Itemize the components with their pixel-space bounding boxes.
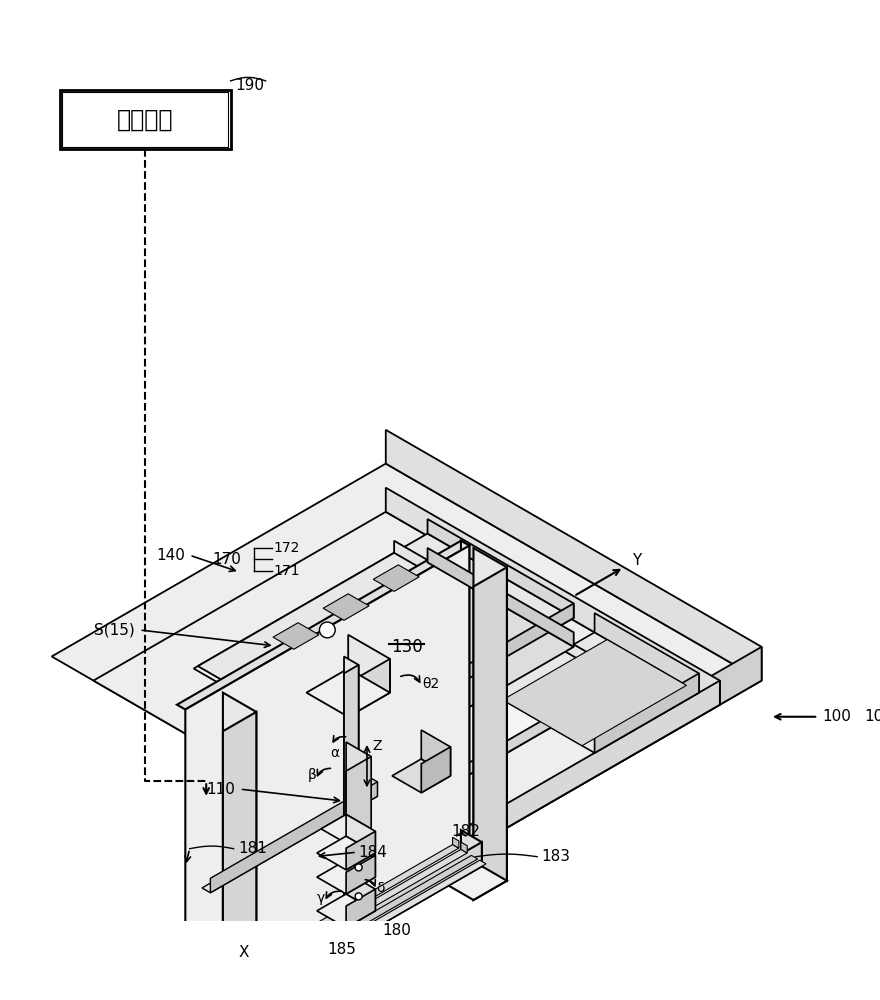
Polygon shape — [229, 860, 486, 1000]
Text: 182: 182 — [451, 824, 480, 839]
Text: δ: δ — [376, 881, 385, 895]
Polygon shape — [346, 831, 376, 870]
Polygon shape — [321, 814, 371, 843]
Polygon shape — [198, 842, 482, 1000]
Polygon shape — [385, 488, 720, 705]
Polygon shape — [369, 777, 378, 796]
Polygon shape — [428, 519, 574, 618]
Polygon shape — [394, 541, 624, 685]
Polygon shape — [348, 659, 390, 717]
Polygon shape — [346, 757, 371, 843]
Text: 184: 184 — [359, 845, 387, 860]
Polygon shape — [452, 837, 458, 848]
Text: θ2: θ2 — [422, 677, 439, 691]
Polygon shape — [198, 562, 574, 779]
Polygon shape — [348, 635, 390, 693]
Polygon shape — [317, 860, 376, 894]
Text: X: X — [238, 945, 249, 960]
Text: 110: 110 — [206, 782, 235, 797]
Polygon shape — [440, 861, 507, 900]
Polygon shape — [422, 730, 451, 776]
Polygon shape — [473, 548, 507, 881]
Polygon shape — [461, 830, 482, 866]
Polygon shape — [323, 594, 369, 620]
Polygon shape — [304, 928, 373, 968]
Text: 170: 170 — [212, 552, 241, 567]
Circle shape — [319, 622, 335, 638]
Polygon shape — [194, 553, 624, 801]
Polygon shape — [428, 647, 761, 873]
Polygon shape — [346, 839, 376, 877]
Polygon shape — [346, 855, 376, 894]
Polygon shape — [428, 548, 574, 647]
Text: 140: 140 — [157, 548, 185, 563]
Text: Z: Z — [373, 739, 382, 753]
Text: α: α — [331, 746, 340, 760]
Polygon shape — [221, 855, 478, 1000]
Polygon shape — [502, 640, 686, 746]
Polygon shape — [385, 430, 761, 681]
Polygon shape — [93, 512, 720, 873]
Polygon shape — [177, 854, 482, 1000]
Text: γ: γ — [317, 891, 325, 905]
Text: 130: 130 — [391, 638, 422, 656]
Polygon shape — [317, 836, 376, 870]
Polygon shape — [346, 814, 376, 853]
Polygon shape — [422, 747, 451, 793]
Text: β: β — [308, 768, 317, 782]
Polygon shape — [373, 565, 419, 591]
Text: 190: 190 — [235, 78, 264, 93]
Polygon shape — [344, 603, 574, 751]
Polygon shape — [223, 693, 256, 1000]
Bar — [62, 92, 228, 147]
Polygon shape — [210, 782, 378, 893]
Polygon shape — [317, 894, 376, 928]
Polygon shape — [346, 742, 371, 829]
Text: 100: 100 — [823, 709, 852, 724]
Polygon shape — [202, 791, 378, 893]
Polygon shape — [202, 845, 458, 993]
Polygon shape — [423, 673, 624, 801]
Polygon shape — [490, 632, 699, 753]
Polygon shape — [329, 927, 359, 943]
Polygon shape — [223, 712, 256, 1000]
Polygon shape — [461, 541, 469, 859]
Text: 183: 183 — [541, 849, 570, 864]
Polygon shape — [473, 567, 507, 900]
Polygon shape — [52, 464, 761, 873]
Polygon shape — [306, 669, 390, 717]
Text: 181: 181 — [238, 841, 267, 856]
Circle shape — [482, 716, 498, 732]
Polygon shape — [595, 673, 699, 753]
Text: 100: 100 — [865, 709, 880, 724]
Polygon shape — [210, 849, 467, 998]
Polygon shape — [344, 656, 359, 935]
Text: 控制裝置: 控制裝置 — [117, 107, 173, 131]
Polygon shape — [177, 854, 469, 1000]
Text: 180: 180 — [382, 923, 411, 938]
Polygon shape — [595, 613, 699, 693]
Text: S(15): S(15) — [94, 622, 135, 637]
Polygon shape — [346, 872, 376, 911]
Polygon shape — [346, 889, 376, 928]
Text: Y: Y — [633, 553, 642, 568]
Polygon shape — [392, 759, 451, 793]
Polygon shape — [428, 681, 720, 873]
Text: 172: 172 — [274, 541, 300, 555]
Text: 171: 171 — [274, 564, 300, 578]
Polygon shape — [338, 908, 373, 948]
Polygon shape — [344, 665, 359, 943]
Circle shape — [356, 893, 363, 900]
Polygon shape — [198, 534, 574, 751]
Bar — [60, 90, 231, 149]
Polygon shape — [461, 842, 467, 853]
Polygon shape — [186, 546, 469, 1000]
Text: 185: 185 — [327, 942, 356, 957]
Polygon shape — [340, 929, 373, 968]
Polygon shape — [177, 541, 469, 710]
Circle shape — [356, 864, 363, 871]
Polygon shape — [273, 623, 319, 649]
